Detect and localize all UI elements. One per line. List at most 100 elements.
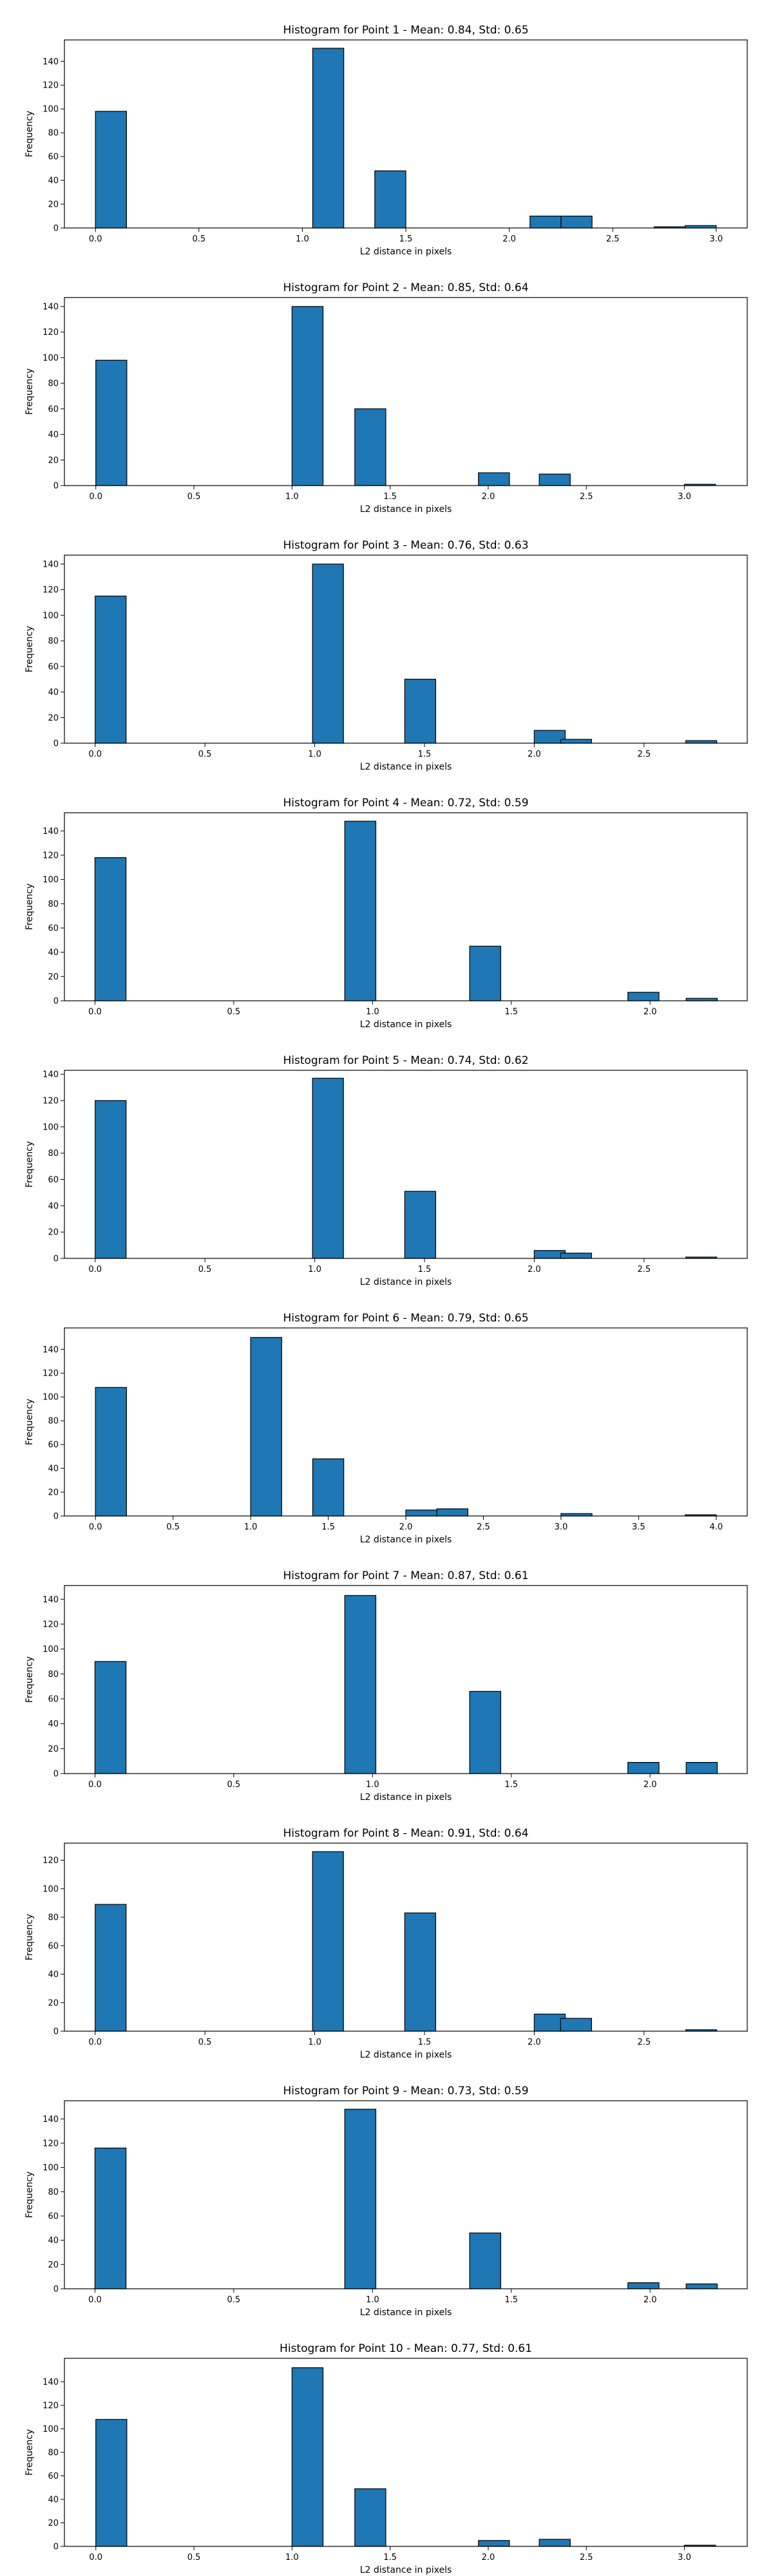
chart-title: Histogram for Point 6 - Mean: 0.79, Std:… xyxy=(283,1312,528,1325)
y-tick-label: 60 xyxy=(48,1441,59,1450)
y-axis-label: Frequency xyxy=(24,884,35,930)
y-axis-label: Frequency xyxy=(24,1914,35,1960)
y-tick-label: 120 xyxy=(43,851,59,860)
y-axis-label: Frequency xyxy=(24,1141,35,1188)
y-tick-label: 60 xyxy=(48,923,59,933)
y-tick-label: 140 xyxy=(43,2378,59,2387)
x-tick-label: 0.0 xyxy=(89,1522,102,1532)
x-tick-label: 2.0 xyxy=(528,2038,541,2047)
x-tick-label: 1.5 xyxy=(321,1522,335,1532)
x-axis-label: L2 distance in pixels xyxy=(360,2565,452,2575)
y-tick-label: 140 xyxy=(43,560,59,569)
x-tick-label: 1.0 xyxy=(285,2553,299,2562)
y-tick-label: 20 xyxy=(48,972,59,982)
y-tick-label: 80 xyxy=(48,900,59,909)
y-tick-label: 60 xyxy=(48,2211,59,2221)
histogram-bar xyxy=(94,1661,127,1774)
y-tick-label: 120 xyxy=(43,328,59,337)
x-tick-label: 2.5 xyxy=(637,2038,651,2047)
x-tick-label: 2.0 xyxy=(644,1780,657,1790)
histogram-bar xyxy=(627,2282,660,2289)
chart-title: Histogram for Point 5 - Mean: 0.74, Std:… xyxy=(283,1054,528,1067)
x-tick-label: 1.5 xyxy=(504,1007,518,1017)
x-tick-label: 0.0 xyxy=(88,2295,102,2305)
y-tick-label: 120 xyxy=(43,1369,59,1379)
histogram-bar xyxy=(312,564,344,744)
histogram-bar xyxy=(95,1904,127,2032)
y-tick-label: 140 xyxy=(43,2115,59,2125)
histogram-bar xyxy=(291,2367,324,2547)
x-tick-label: 1.0 xyxy=(366,1780,379,1790)
y-tick-label: 120 xyxy=(43,2401,59,2411)
y-tick-label: 120 xyxy=(43,585,59,595)
y-tick-label: 100 xyxy=(43,1122,59,1132)
y-tick-label: 40 xyxy=(48,176,59,186)
chart-title: Histogram for Point 8 - Mean: 0.91, Std:… xyxy=(283,1827,528,1840)
chart-title: Histogram for Point 2 - Mean: 0.85, Std:… xyxy=(283,281,528,294)
x-tick-label: 1.5 xyxy=(418,2038,432,2047)
y-tick-label: 40 xyxy=(48,430,59,440)
histogram-bar xyxy=(469,1690,501,1774)
x-axis-label: L2 distance in pixels xyxy=(360,762,452,772)
histogram-bar xyxy=(539,473,571,486)
y-tick-label: 0 xyxy=(53,224,59,234)
histogram-bar xyxy=(685,2283,718,2289)
y-tick-label: 60 xyxy=(48,1175,59,1185)
x-tick-label: 0.0 xyxy=(89,492,102,502)
plot-frame xyxy=(64,297,748,486)
chart-title: Histogram for Point 9 - Mean: 0.73, Std:… xyxy=(283,2085,528,2098)
y-tick-label: 20 xyxy=(48,2519,59,2528)
y-tick-label: 60 xyxy=(48,153,59,162)
y-tick-label: 0 xyxy=(53,1255,59,1264)
y-tick-label: 60 xyxy=(48,404,59,414)
histogram-bar xyxy=(312,1077,344,1259)
histogram-bar xyxy=(404,1191,436,1259)
y-axis-label: Frequency xyxy=(24,2172,35,2218)
x-tick-label: 1.0 xyxy=(296,234,309,244)
histogram-chart-3: Histogram for Point 3 - Mean: 0.76, Std:… xyxy=(24,539,748,772)
histogram-bar xyxy=(95,359,128,486)
histogram-bar xyxy=(312,48,345,229)
x-tick-label: 2.5 xyxy=(477,1522,490,1532)
x-tick-label: 0.0 xyxy=(89,2553,102,2562)
histogram-chart-5: Histogram for Point 5 - Mean: 0.74, Std:… xyxy=(24,1054,748,1287)
histogram-bar xyxy=(94,2147,127,2289)
histogram-bar xyxy=(469,2232,501,2289)
histogram-bar xyxy=(685,1761,718,1774)
plot-frame xyxy=(64,2100,748,2289)
y-tick-label: 80 xyxy=(48,1913,59,1923)
y-tick-label: 0 xyxy=(53,2027,59,2037)
x-tick-label: 2.0 xyxy=(528,750,541,759)
y-tick-label: 80 xyxy=(48,129,59,138)
x-tick-label: 1.5 xyxy=(504,2295,518,2305)
x-tick-label: 0.0 xyxy=(88,2038,102,2047)
x-tick-label: 2.0 xyxy=(644,1007,657,1017)
y-tick-label: 60 xyxy=(48,662,59,672)
histogram-chart-10: Histogram for Point 10 - Mean: 0.77, Std… xyxy=(24,2342,748,2575)
histogram-bar xyxy=(95,1387,127,1517)
plot-frame xyxy=(64,812,748,1001)
y-tick-label: 20 xyxy=(48,200,59,210)
y-tick-label: 80 xyxy=(48,2448,59,2458)
x-tick-label: 1.0 xyxy=(285,492,299,502)
histogram-bar xyxy=(405,1510,437,1517)
histogram-bar xyxy=(560,215,593,229)
x-tick-label: 2.0 xyxy=(399,1522,413,1532)
chart-title: Histogram for Point 4 - Mean: 0.72, Std:… xyxy=(283,797,528,810)
x-axis-label: L2 distance in pixels xyxy=(360,2050,452,2060)
histogram-bar xyxy=(95,595,127,744)
x-tick-label: 0.5 xyxy=(198,750,212,759)
x-axis-label: L2 distance in pixels xyxy=(360,1019,452,1030)
histogram-chart-4: Histogram for Point 4 - Mean: 0.72, Std:… xyxy=(24,797,748,1030)
y-tick-label: 140 xyxy=(43,57,59,67)
x-tick-label: 1.0 xyxy=(366,1007,379,1017)
x-tick-label: 4.0 xyxy=(709,1522,723,1532)
x-tick-label: 3.0 xyxy=(678,2553,691,2562)
y-axis-label: Frequency xyxy=(24,368,35,415)
x-tick-label: 1.0 xyxy=(244,1522,258,1532)
histogram-bar xyxy=(560,1253,592,1259)
y-tick-label: 140 xyxy=(43,1595,59,1605)
y-tick-label: 100 xyxy=(43,875,59,885)
x-tick-label: 1.5 xyxy=(383,492,397,502)
